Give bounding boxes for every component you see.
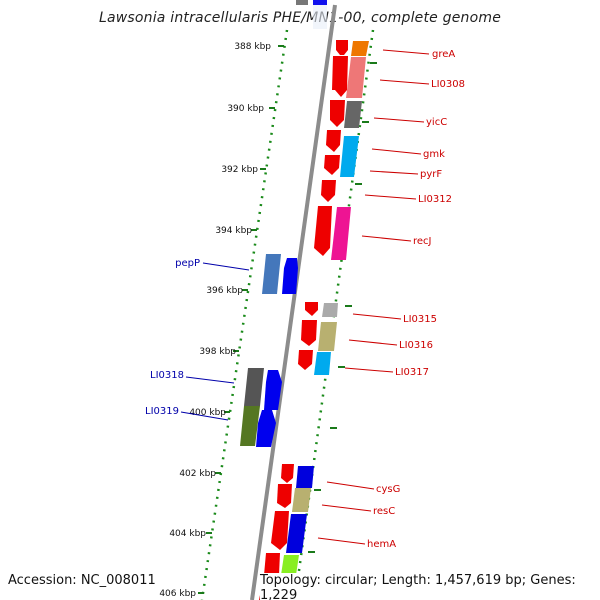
gene-track-left	[240, 254, 298, 447]
right-leader-lines	[317, 49, 430, 545]
kbp-tick-label: 402 kbp	[179, 469, 216, 479]
gene-label: recJ	[413, 236, 432, 247]
kbp-tick-label: 388 kbp	[234, 42, 271, 52]
gene-label: gmk	[423, 149, 445, 160]
gene-label: LI0316	[399, 340, 433, 351]
page-title: Lawsonia intracellularis PHE/MN1-00, com…	[98, 10, 502, 26]
genome-backbone	[250, 4, 337, 600]
gene-label: cysG	[376, 484, 400, 495]
gene-label: yicC	[426, 117, 447, 128]
gene-label: greA	[432, 49, 455, 60]
feature-block	[313, 5, 327, 29]
feature-block	[296, 0, 308, 5]
kbp-tick-label: 394 kbp	[215, 226, 252, 236]
gene-label: LI0319	[145, 406, 179, 417]
kbp-tick-label: 396 kbp	[206, 286, 243, 296]
gene-label: resC	[373, 506, 395, 517]
gene-label: LI0317	[395, 367, 429, 378]
left-leader-lines	[180, 262, 250, 421]
kbp-tick-label: 390 kbp	[227, 104, 264, 114]
gene-label: LI0312	[418, 194, 452, 205]
gene-label: hemA	[367, 539, 396, 550]
gene-label: LI0318	[150, 370, 184, 381]
accession-text: Accession: NC_008011	[8, 573, 156, 588]
feature-block	[313, 0, 327, 5]
kbp-tick-label: 392 kbp	[221, 165, 258, 175]
kbp-tick-label: 398 kbp	[199, 347, 236, 357]
gene-track-right	[277, 41, 369, 600]
kbp-tick-label: 406 kbp	[159, 589, 196, 599]
gene-label: pepP	[175, 258, 200, 269]
left-tick-track	[200, 29, 289, 600]
genome-info-text: Topology: circular; Length: 1,457,619 bp…	[260, 573, 600, 600]
kbp-tick-label: 400 kbp	[189, 408, 226, 418]
major-ticks	[198, 45, 377, 594]
kbp-tick-label: 404 kbp	[169, 529, 206, 539]
gene-label: LI0308	[431, 79, 465, 90]
gene-label: LI0315	[403, 314, 437, 325]
gene-label: pyrF	[420, 169, 442, 180]
